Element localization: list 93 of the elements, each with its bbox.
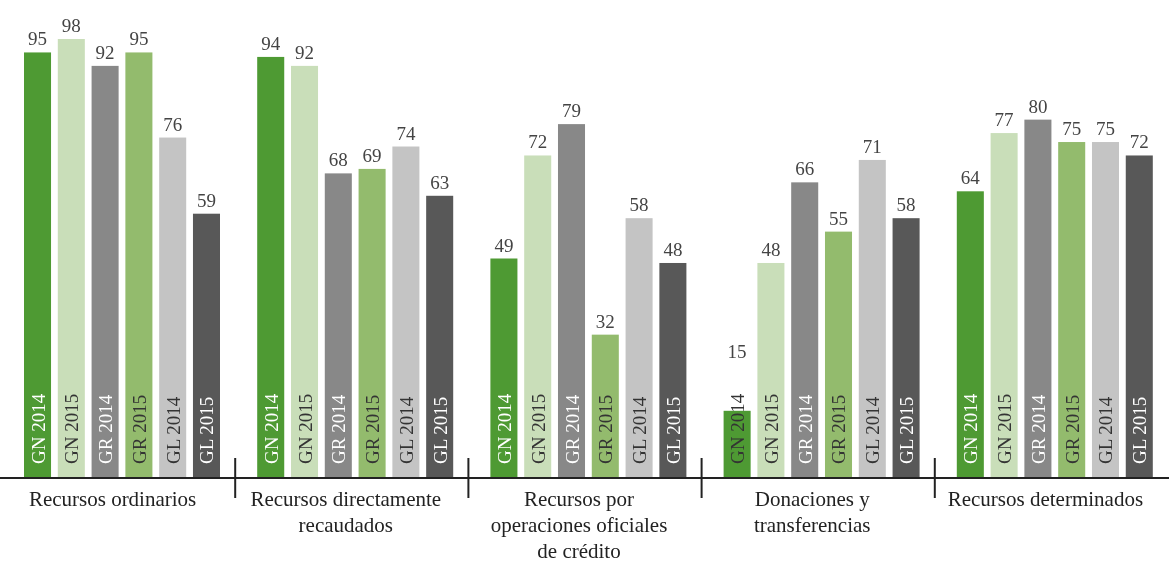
bar: [557, 124, 586, 478]
x-tick-label: Recursos directamente recaudados: [250, 487, 442, 537]
text: GL 2014: [629, 396, 651, 464]
data-label: 59: [196, 189, 216, 211]
text: GR 2015: [828, 394, 850, 464]
bar: [358, 168, 386, 478]
data-label: 95: [129, 28, 149, 50]
bar: [1058, 142, 1086, 478]
text: GN 2015: [994, 393, 1016, 464]
x-tick-label: Recursos determinados: [947, 487, 1144, 511]
bar: [159, 137, 187, 478]
text: GR 2014: [95, 394, 117, 464]
bar: [524, 155, 552, 478]
bar: [990, 133, 1018, 478]
bar: [1125, 155, 1153, 478]
text: GR 2015: [362, 394, 384, 464]
bar: [91, 65, 119, 478]
text: GL 2015: [896, 396, 918, 464]
data-label: 94: [261, 32, 281, 54]
series-label: GN 2014: [260, 393, 282, 464]
data-label: 77: [994, 109, 1014, 131]
series-label: GR 2014: [328, 394, 350, 464]
bar: [24, 52, 52, 478]
data-label: 32: [595, 310, 615, 332]
text: GR 2014: [794, 394, 816, 464]
data-label: 75: [1062, 118, 1082, 140]
text: GN 2014: [27, 393, 49, 464]
text: GL 2015: [196, 396, 218, 464]
text: GN 2015: [760, 393, 782, 464]
series-label: GL 2015: [429, 396, 451, 464]
text: GN 2015: [527, 393, 549, 464]
bar: [1024, 119, 1052, 478]
text: GR 2014: [1027, 394, 1049, 464]
data-label: 58: [629, 194, 649, 216]
data-label: 80: [1028, 95, 1048, 117]
data-label: 15: [727, 341, 747, 362]
bar: [290, 65, 319, 478]
bar: [659, 262, 687, 478]
text: GN 2014: [727, 393, 749, 464]
text: GR 2015: [595, 394, 617, 464]
bar: [192, 213, 220, 478]
x-tick-label: Recursos ordinarios: [28, 487, 197, 511]
x-tick-label: Recursos por operaciones oficiales de crédito: [490, 487, 668, 563]
series-label: GN 2015: [294, 393, 316, 464]
data-label: 68: [328, 149, 348, 171]
data-label: 72: [528, 131, 548, 153]
data-label: 69: [362, 144, 382, 166]
text: GN 2015: [61, 393, 83, 464]
bar: [892, 218, 920, 478]
bar: [392, 146, 420, 478]
data-label: 79: [562, 100, 581, 122]
data-label: 76: [163, 113, 183, 135]
bar: [1091, 142, 1119, 478]
bar: [956, 191, 984, 478]
text: GN 2014: [493, 393, 515, 464]
data-label: 55: [829, 207, 848, 229]
data-label: 63: [430, 171, 450, 193]
data-label: 71: [862, 135, 882, 157]
data-label: 72: [1129, 131, 1149, 153]
text: GL 2014: [862, 396, 884, 464]
data-label: 49: [494, 234, 514, 256]
text: GL 2015: [1129, 396, 1151, 464]
text: GN 2014: [960, 393, 982, 464]
data-label: 48: [761, 238, 781, 260]
data-label: 95: [28, 28, 48, 50]
data-label: 75: [1095, 118, 1115, 140]
series-label: GR 2015: [128, 394, 150, 464]
text: GL 2015: [662, 396, 684, 464]
series-label: GL 2014: [1095, 396, 1117, 464]
bar: [490, 258, 518, 478]
data-label: 48: [663, 238, 683, 260]
x-tick-label: Donaciones y transferencias: [753, 487, 871, 537]
bar: [625, 218, 653, 478]
bar: [858, 159, 886, 478]
data-label: 58: [896, 194, 916, 216]
data-label: 66: [795, 158, 815, 180]
text: GL 2014: [162, 396, 184, 464]
bar: [824, 231, 853, 478]
bar: [57, 39, 85, 478]
data-label: 92: [95, 41, 115, 63]
bar: [791, 182, 819, 478]
bar: [757, 262, 785, 478]
text: GR 2014: [561, 394, 583, 464]
bar: [257, 56, 285, 478]
data-label: 74: [396, 122, 416, 144]
bar: [324, 173, 352, 478]
data-label: 98: [61, 15, 81, 36]
data-label: 92: [295, 41, 315, 63]
bar: [125, 52, 153, 478]
text: GL 2014: [395, 396, 417, 464]
data-label: 64: [960, 167, 981, 189]
text: GR 2015: [1061, 394, 1083, 464]
bar: [426, 195, 454, 478]
